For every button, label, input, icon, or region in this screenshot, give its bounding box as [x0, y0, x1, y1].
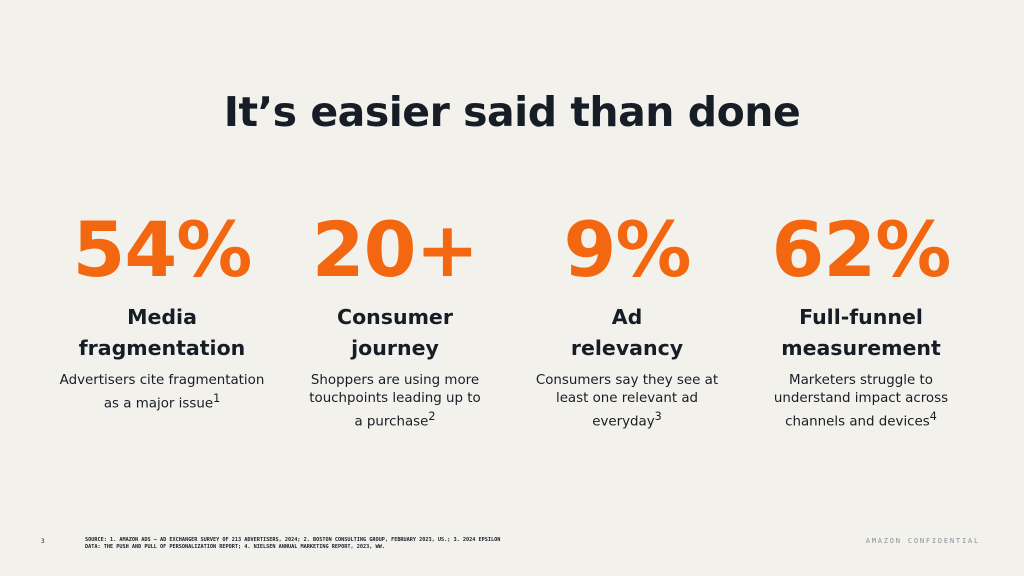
- stat-value: 9%: [563, 205, 691, 294]
- footnote-marker: 2: [428, 410, 436, 423]
- stat-desc-line: touchpoints leading up to: [309, 391, 481, 406]
- slide-title: It’s easier said than done: [223, 88, 801, 136]
- stat-title-line: Media: [127, 305, 197, 329]
- stat-title-line: fragmentation: [78, 336, 246, 360]
- stat-desc-line: Marketers struggle to: [789, 373, 933, 388]
- stat-media-fragmentation: 54% Media fragmentation Advertisers cite…: [47, 198, 277, 413]
- stat-desc-line: Consumers say they see at: [535, 373, 719, 388]
- stat-title-line: Ad: [611, 305, 643, 329]
- stat-desc-line: channels and devices: [785, 414, 930, 430]
- stat-title-line: relevancy: [570, 336, 684, 360]
- stat-title-line: measurement: [781, 336, 941, 360]
- stat-description: Advertisers cite fragmentation as a majo…: [47, 372, 277, 413]
- confidential-label: AMAZON CONFIDENTIAL: [865, 537, 980, 545]
- stat-consumer-journey: 20+ Consumer journey Shoppers are using …: [280, 198, 510, 431]
- stat-title-line: Consumer: [337, 305, 453, 329]
- stat-desc-line: everyday: [592, 414, 655, 430]
- stat-description: Consumers say they see at least one rele…: [512, 372, 742, 431]
- stat-title-line: Full-funnel: [799, 305, 923, 329]
- stat-value: 62%: [771, 205, 952, 294]
- stat-value: 54%: [72, 205, 253, 294]
- stat-desc-line: understand impact across: [773, 391, 949, 406]
- stat-title: Consumer journey: [280, 302, 510, 364]
- stat-title: Media fragmentation: [47, 302, 277, 364]
- footnote-marker: 1: [213, 392, 221, 405]
- stat-title-line: journey: [351, 336, 439, 360]
- stat-full-funnel-measurement: 62% Full-funnel measurement Marketers st…: [746, 198, 976, 431]
- footnote-marker: 3: [654, 410, 662, 423]
- stat-ad-relevancy: 9% Ad relevancy Consumers say they see a…: [512, 198, 742, 431]
- stat-desc-line: as a major issue: [103, 396, 214, 412]
- stat-desc-line: Shoppers are using more: [310, 373, 480, 388]
- source-citation: SOURCE: 1. AMAZON ADS – AD EXCHANGER SUR…: [85, 537, 501, 550]
- stat-desc-line: Advertisers cite fragmentation: [59, 373, 265, 388]
- stat-description: Marketers struggle to understand impact …: [746, 372, 976, 431]
- stat-desc-line: least one relevant ad: [555, 391, 699, 406]
- stat-desc-line: a purchase: [354, 414, 429, 430]
- stat-title: Full-funnel measurement: [746, 302, 976, 364]
- footnote-marker: 4: [929, 410, 937, 423]
- stat-value: 20+: [311, 205, 479, 294]
- stat-description: Shoppers are using more touchpoints lead…: [280, 372, 510, 431]
- stat-title: Ad relevancy: [512, 302, 742, 364]
- page-number: 3: [41, 538, 45, 545]
